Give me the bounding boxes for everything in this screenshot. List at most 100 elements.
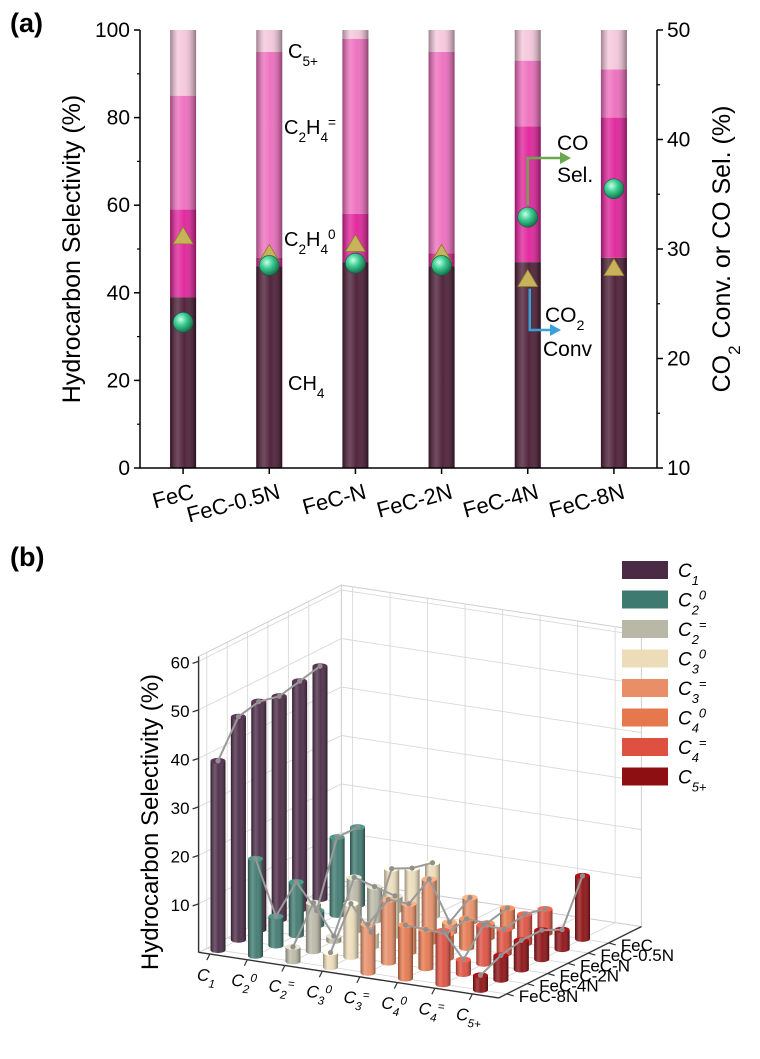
bar3d-6-2 — [476, 922, 492, 967]
legend-label-sub-3: 3 — [692, 661, 700, 676]
series-label-0: CH4 — [288, 373, 325, 401]
legend-label-main-2: C — [678, 620, 692, 641]
x3d-tick-label-5: C40 — [380, 993, 408, 1020]
z-tick-3 — [192, 757, 199, 761]
x3d-label-main-7: C — [455, 1005, 470, 1025]
co-sel-marker-0 — [172, 312, 194, 333]
legend-swatch-3 — [622, 649, 668, 668]
x3d-tick-0 — [206, 953, 211, 961]
bar3d-shade-0-1 — [230, 716, 246, 943]
trend-dot-1-0 — [252, 856, 259, 862]
legend-label-sup-4: = — [699, 676, 707, 691]
legend-swatch-4 — [622, 679, 668, 697]
y3d-tick-3 — [547, 972, 555, 977]
grid-z-40 — [198, 686, 642, 759]
x3d-label-sub-4: 3 — [354, 1001, 362, 1014]
bar3d-shade-0-4 — [292, 681, 308, 913]
legend-label-7: C5+ — [678, 768, 707, 795]
trend-line-2 — [292, 876, 396, 948]
co-sel-marker-1 — [258, 255, 280, 276]
legend-label-sup-5: 0 — [699, 705, 707, 720]
co-sel-marker-5 — [603, 178, 625, 200]
trend-dot-3-4 — [409, 865, 415, 871]
bar3d-6-0 — [435, 927, 451, 988]
bar3d-7-1 — [493, 952, 509, 983]
x3d-label-sup-3: 0 — [325, 984, 333, 997]
y2-tick-label-2: 30 — [667, 238, 690, 261]
trend-dot-1-4 — [334, 834, 340, 840]
bar3d-shade-6-2 — [476, 925, 492, 967]
z-tick-label-3: 40 — [171, 750, 190, 769]
x3d-tick-4 — [356, 976, 361, 984]
x3d-label-sub-3: 3 — [317, 995, 325, 1008]
series-label-sup-1: 0 — [328, 227, 336, 242]
trend-dot-5-3 — [464, 916, 470, 922]
trend-dot-6-4 — [522, 911, 528, 917]
bar3d-shade-1-4 — [329, 837, 345, 918]
x3d-tick-2 — [281, 965, 286, 972]
trend-dot-7-5 — [579, 873, 586, 879]
y2-tick-label-1: 20 — [667, 348, 690, 371]
co2-conv-annot-main: CO — [545, 304, 577, 327]
y2-tick-label-4: 50 — [667, 19, 690, 42]
trend-line-4 — [367, 877, 471, 925]
x3d-tick-label-1: C20 — [230, 971, 258, 998]
legend-swatch-1 — [622, 590, 668, 609]
x3d-label-sub-2: 2 — [278, 989, 287, 1002]
legend-label-main-5: C — [678, 709, 692, 730]
bar3d-0-4 — [292, 678, 308, 913]
series-label-sub-2: 2 — [298, 130, 306, 145]
bar-shade-5 — [600, 30, 627, 468]
trend-dot-2-0 — [290, 944, 296, 950]
bar3d-0-5 — [312, 663, 328, 903]
panel-b-label: (b) — [10, 542, 44, 572]
bar3d-7-0 — [473, 972, 488, 993]
series-label-sub2-2: 4 — [320, 130, 328, 145]
bar3d-shade-5-0 — [398, 925, 413, 982]
z-tick-label-2: 30 — [171, 799, 190, 818]
legend-swatch-2 — [622, 620, 668, 638]
co-sel-annot-line2: Sel. — [557, 164, 593, 187]
bar3d-0-1 — [230, 713, 246, 943]
z-tick-label-0: 10 — [171, 896, 190, 915]
co2-conv-arrow — [528, 288, 552, 332]
trend-dot-2-4 — [372, 884, 378, 890]
co-sel-annot-line1: CO — [557, 132, 589, 155]
co-sel-arrowhead — [560, 152, 571, 164]
y3d-tick-1 — [588, 952, 596, 956]
trend-dot-3-5 — [429, 860, 436, 866]
bar3d-shade-6-1 — [455, 959, 471, 978]
trend-dot-0-5 — [317, 663, 323, 669]
legend-label-sub-1: 2 — [691, 602, 699, 617]
series-label-sub-1: 2 — [298, 242, 306, 257]
trend-line-7 — [479, 875, 584, 977]
y-tick-label-3: 60 — [107, 194, 130, 217]
trend-dot-6-3 — [501, 926, 507, 932]
y2-title-part-c: Conv. or CO Sel. (%) — [708, 106, 736, 346]
bar3d-5-0 — [398, 922, 413, 982]
x-tick-label-5: FeC-8N — [546, 479, 627, 523]
y3d-tick-label-5: FeC-8N — [519, 987, 579, 1006]
trend-dot-7-1 — [498, 952, 504, 959]
legend-label-4: C3= — [678, 676, 707, 706]
x3d-axis — [198, 951, 499, 999]
z-tick-0 — [192, 903, 199, 907]
y2-axis-title: CO2 Conv. or CO Sel. (%) — [708, 106, 744, 393]
y-tick-label-4: 80 — [107, 107, 130, 130]
bar3d-shade-7-5 — [575, 875, 590, 942]
legend-label-main-0: C — [678, 561, 692, 582]
z-tick-label-4: 50 — [171, 702, 190, 721]
co2-conv-marker-4 — [517, 268, 539, 287]
trend-dot-2-5 — [392, 893, 398, 899]
bar3d-shade-2-0 — [285, 946, 301, 965]
x3d-label-sup-5: 0 — [400, 995, 408, 1008]
bar3d-shade-0-5 — [312, 666, 328, 903]
bar3d-1-4 — [329, 834, 345, 918]
x3d-label-main-1: C — [230, 971, 245, 991]
co2-conv-marker-5 — [603, 257, 625, 277]
legend-label-sub-5: 4 — [692, 720, 699, 735]
trend-dot-7-3 — [539, 927, 545, 933]
trend-line-3 — [329, 861, 433, 953]
bar3d-4-0 — [360, 921, 376, 976]
